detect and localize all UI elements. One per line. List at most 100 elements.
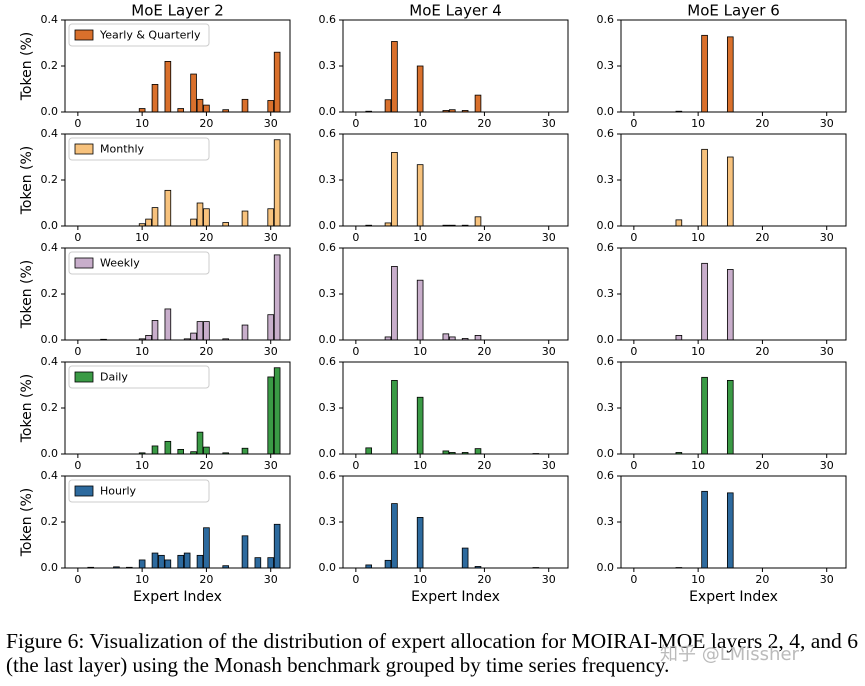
x-tick-label: 30: [820, 459, 834, 472]
legend-label: Weekly: [100, 257, 140, 270]
x-tick-label: 20: [199, 345, 213, 358]
y-tick-label: 0.3: [597, 173, 615, 186]
x-tick-label: 10: [691, 573, 705, 586]
x-tick-label: 30: [820, 117, 834, 130]
bar: [267, 557, 275, 569]
bar: [177, 448, 185, 455]
bar: [196, 98, 204, 113]
x-tick-label: 0: [352, 573, 359, 586]
y-tick-label: 0.4: [41, 13, 59, 26]
bar: [675, 219, 683, 227]
bar: [164, 440, 172, 455]
y-tick-label: 0.0: [41, 447, 59, 460]
bar: [254, 557, 262, 569]
x-tick-label: 20: [755, 345, 769, 358]
bar: [203, 321, 210, 341]
plot-frame: [620, 133, 847, 227]
y-tick-label: 0.0: [597, 333, 615, 346]
bar: [391, 265, 398, 341]
plot-frame: [620, 361, 847, 455]
bar: [384, 99, 392, 113]
legend-swatch: [74, 257, 94, 269]
bar: [241, 535, 249, 569]
bar: [145, 334, 152, 341]
bar: [183, 552, 191, 569]
plot-frame: [64, 475, 291, 569]
x-tick-label: 20: [199, 117, 213, 130]
bar: [241, 447, 249, 455]
x-tick-label: 20: [477, 573, 491, 586]
bar: [241, 324, 249, 341]
bar: [151, 84, 159, 113]
x-tick-label: 10: [135, 459, 149, 472]
bar: [416, 164, 424, 227]
plot-frame: [620, 475, 847, 569]
plot-frame: [64, 133, 291, 227]
bar: [158, 554, 165, 569]
x-tick-label: 10: [691, 459, 705, 472]
bar: [391, 151, 398, 227]
legend-box: [68, 365, 210, 389]
y-tick-label: 0.0: [597, 219, 615, 232]
x-tick-label: 0: [630, 117, 637, 130]
bar: [222, 222, 230, 227]
y-tick-label: 0.6: [319, 13, 337, 26]
x-tick-label: 0: [352, 459, 359, 472]
bar: [726, 379, 734, 455]
y-tick-label: 0.4: [41, 241, 59, 254]
plot-frame: [620, 247, 847, 341]
y-tick-label: 0.0: [41, 333, 59, 346]
bar: [701, 148, 708, 227]
legend-box: [68, 137, 210, 161]
bar: [416, 65, 424, 113]
y-tick-label: 0.4: [41, 127, 59, 140]
x-tick-label: 10: [413, 459, 427, 472]
x-axis-label: Expert Index: [133, 589, 222, 605]
caption-line: (the last layer) using the Monash benchm…: [6, 653, 669, 677]
x-tick-label: 30: [542, 345, 556, 358]
bar: [241, 98, 249, 113]
y-tick-label: 0.3: [319, 59, 337, 72]
bar: [474, 448, 482, 455]
bar: [151, 552, 159, 569]
legend-swatch: [74, 29, 94, 41]
bar: [474, 334, 482, 341]
x-tick-label: 20: [755, 231, 769, 244]
x-tick-label: 10: [135, 573, 149, 586]
legend-box: [68, 23, 210, 47]
plot-frame: [64, 247, 291, 341]
x-tick-label: 0: [630, 573, 637, 586]
bar: [203, 446, 210, 455]
plot-frame: [342, 133, 569, 227]
plot-frame: [342, 361, 569, 455]
x-tick-label: 0: [352, 345, 359, 358]
x-tick-label: 0: [74, 573, 81, 586]
bar: [196, 431, 204, 455]
bar: [190, 73, 197, 113]
y-tick-label: 0.3: [597, 59, 615, 72]
bar: [151, 445, 159, 455]
y-tick-label: 0.0: [597, 561, 615, 574]
y-tick-label: 0.0: [319, 219, 337, 232]
x-tick-label: 30: [264, 459, 278, 472]
caption-line: Figure 6: Visualization of the distribut…: [6, 629, 858, 653]
y-tick-label: 0.0: [597, 447, 615, 460]
bar: [177, 108, 185, 113]
plot-frame: [342, 19, 569, 113]
bar: [267, 208, 275, 227]
y-axis-label: Token (%): [19, 260, 35, 330]
bar: [384, 559, 392, 569]
bar: [442, 333, 450, 341]
y-tick-label: 0.6: [319, 127, 337, 140]
bar: [203, 208, 210, 227]
x-tick-label: 20: [755, 117, 769, 130]
y-tick-label: 0.0: [41, 105, 59, 118]
plot-frame: [620, 19, 847, 113]
x-tick-label: 20: [477, 231, 491, 244]
y-tick-label: 0.4: [41, 355, 59, 368]
y-tick-label: 0.3: [319, 401, 337, 414]
y-tick-label: 0.3: [319, 287, 337, 300]
x-tick-label: 10: [691, 117, 705, 130]
bar: [196, 202, 204, 227]
y-tick-label: 0.2: [41, 173, 59, 186]
